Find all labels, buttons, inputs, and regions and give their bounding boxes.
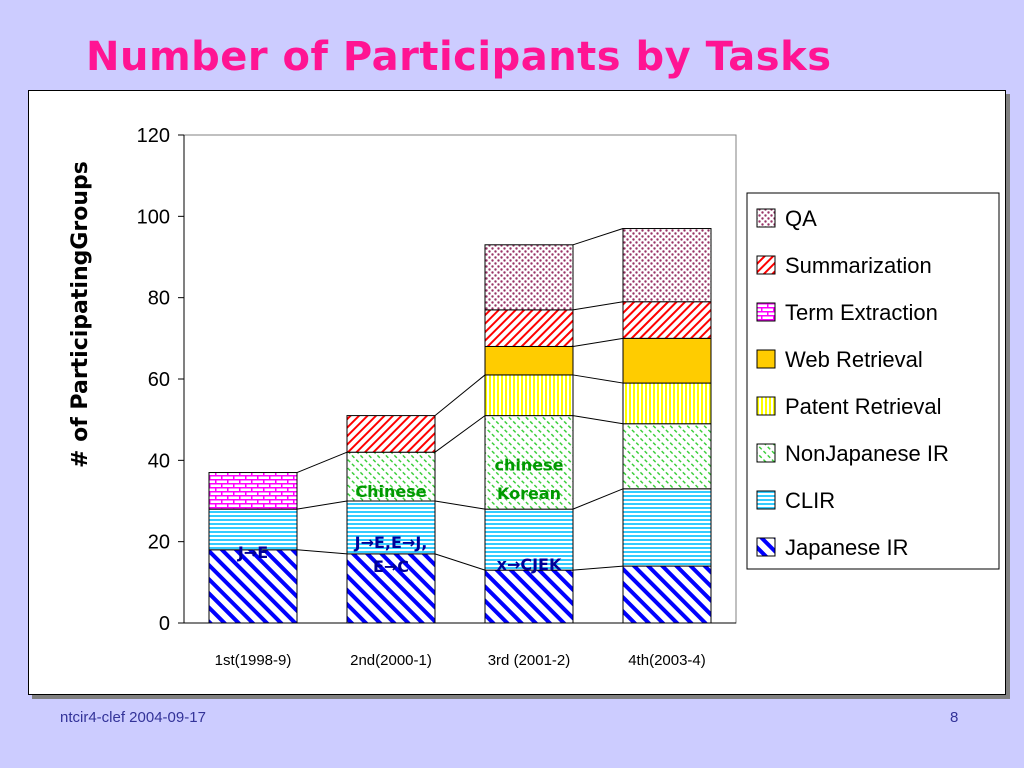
bar-segment-clir: [622, 488, 712, 567]
series-connector-line: [434, 553, 486, 571]
bar-segment-web-retrieval: [484, 345, 574, 376]
bar-segment-clir: [484, 508, 574, 571]
annotation-label: J→E,E→J,: [354, 533, 428, 552]
x-tick-label: 1st(1998-9): [215, 652, 292, 669]
legend-swatch: [756, 302, 776, 322]
legend-swatch: [756, 208, 776, 228]
y-tick-label: 100: [137, 206, 170, 228]
y-tick-label: 20: [148, 532, 170, 554]
legend-swatch: [756, 490, 776, 510]
bar-segment-japanese-ir: [346, 553, 436, 624]
legend-label: Term Extraction: [785, 300, 938, 325]
bar-segment-clir: [346, 500, 436, 555]
bar-segment-patent-retrieval: [484, 374, 574, 417]
bar-segment-nonjapanese-ir: [622, 423, 712, 490]
y-tick-label: 60: [148, 369, 170, 391]
legend-swatch: [756, 396, 776, 416]
series-connector-line: [296, 549, 348, 555]
series-connector-line: [572, 301, 624, 311]
bar-segment-summarization: [484, 309, 574, 347]
bar-segment-qa: [484, 244, 574, 311]
series-connector-line: [572, 337, 624, 347]
y-tick-label: 0: [159, 613, 170, 635]
annotation-label: E→C: [373, 557, 409, 576]
legend-swatch: [756, 349, 776, 369]
annotation-label: Chinese: [355, 482, 426, 501]
legend-box: [746, 192, 1000, 570]
legend-swatch: [756, 443, 776, 463]
x-tick-label: 3rd (2001-2): [488, 652, 571, 669]
bar-segment-japanese-ir: [484, 569, 574, 624]
legend-swatch: [756, 537, 776, 557]
bar-segment-japanese-ir: [622, 565, 712, 624]
bar-segment-clir: [208, 508, 298, 551]
annotation-label: J→E: [237, 543, 268, 562]
bar-segment-summarization: [622, 301, 712, 339]
legend-label: QA: [785, 206, 817, 231]
legend-label: NonJapanese IR: [785, 441, 949, 466]
y-tick-label: 120: [137, 125, 170, 147]
bar-segment-patent-retrieval: [622, 382, 712, 425]
legend-label: Web Retrieval: [785, 347, 923, 372]
series-connector-line: [572, 488, 624, 510]
bar-segment-summarization: [346, 415, 436, 453]
bar-segment-japanese-ir: [208, 549, 298, 624]
footer-date: ntcir4-clef 2004-09-17: [60, 709, 206, 726]
bar-segment-term-extraction: [208, 472, 298, 510]
annotation-label: Korean: [497, 484, 561, 503]
series-connector-line: [434, 500, 486, 510]
bar-segment-qa: [622, 228, 712, 303]
y-axis-label: # of ParticipatingGroups: [68, 161, 93, 468]
series-connector-line: [296, 500, 348, 510]
series-connector-line: [296, 451, 348, 473]
legend-label: CLIR: [785, 488, 835, 513]
series-connector-line: [572, 228, 624, 246]
legend-label: Patent Retrieval: [785, 394, 942, 419]
bar-segment-nonjapanese-ir: [346, 451, 436, 502]
slide-title: Number of Participants by Tasks: [86, 34, 832, 80]
series-connector-line: [572, 415, 624, 425]
series-connector-line: [572, 374, 624, 384]
series-connector-line: [434, 415, 486, 453]
series-connector-line: [434, 374, 486, 416]
annotation-label: chinese: [495, 456, 564, 475]
x-tick-label: 4th(2003-4): [628, 652, 706, 669]
bar-segment-web-retrieval: [622, 337, 712, 384]
y-tick-label: 40: [148, 450, 170, 472]
legend-swatch: [756, 255, 776, 275]
chart-panel: 0 20 40 60 80 100 120 1st(1998-9) 2nd(2000-1) 3r…: [28, 90, 1006, 695]
annotation-label: x→CJEK: [497, 555, 562, 574]
y-tick-label: 80: [148, 288, 170, 310]
x-tick-label: 2nd(2000-1): [350, 652, 432, 669]
series-connector-line: [572, 565, 624, 571]
legend-label: Japanese IR: [785, 535, 909, 560]
bar-segment-nonjapanese-ir: [484, 415, 574, 510]
page-number: 8: [950, 709, 959, 726]
legend-label: Summarization: [785, 253, 932, 278]
stacked-bar-chart: 0 20 40 60 80 100 120 1st(1998-9) 2nd(2000-1) 3r…: [68, 125, 1000, 669]
